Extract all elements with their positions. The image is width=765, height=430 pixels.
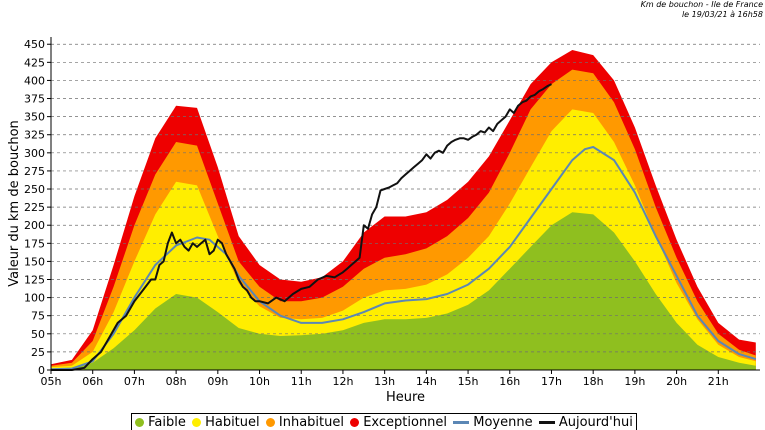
x-tick-label: 10h <box>249 375 270 388</box>
y-tick-label: 350 <box>24 111 45 124</box>
y-tick-label: 0 <box>38 364 45 377</box>
legend-swatch-aujourdhui <box>538 420 555 424</box>
y-tick-label: 275 <box>24 165 45 178</box>
y-tick-label: 300 <box>24 147 45 160</box>
legend-swatch-exceptionnel <box>350 417 360 427</box>
x-tick-label: 05h <box>41 375 62 388</box>
y-tick-label: 100 <box>24 292 45 305</box>
legend-label-inhabituel: Inhabituel <box>278 414 344 430</box>
stamp-date: le 19/03/21 à 16h58 <box>681 10 763 19</box>
timestamp-stamp: Km de bouchon - Ile de France le 19/03/2… <box>641 0 763 20</box>
legend-item-moyenne: Moyenne <box>453 414 533 430</box>
x-tick-label: 06h <box>82 375 103 388</box>
legend-item-faible: Faible <box>135 415 186 430</box>
y-tick-label: 25 <box>31 346 45 359</box>
y-tick-label: 200 <box>24 219 45 232</box>
x-tick-label: 13h <box>374 375 395 388</box>
x-tick-label: 15h <box>458 375 479 388</box>
x-tick-label: 08h <box>166 375 187 388</box>
y-tick-label: 250 <box>24 183 45 196</box>
area-faible <box>51 212 756 370</box>
legend-item-habituel: Habituel <box>192 415 260 430</box>
y-tick-label: 225 <box>24 201 45 214</box>
x-axis-title: Heure <box>386 390 425 405</box>
series-line-aujourdhui <box>51 83 552 371</box>
x-tick-label: 16h <box>499 375 520 388</box>
legend-swatch-inhabituel <box>265 417 275 427</box>
chart-legend: Faible Habituel Inhabituel Exceptionnel … <box>131 413 637 430</box>
series-line-moyenne <box>50 146 757 371</box>
x-tick-label: 18h <box>583 375 604 388</box>
legend-swatch-moyenne <box>453 420 470 424</box>
y-axis-title: Valeur du km de bouchon <box>7 120 22 287</box>
legend-swatch-faible <box>135 417 145 427</box>
y-tick-label: 75 <box>31 310 45 323</box>
legend-label-habituel: Habituel <box>205 414 260 430</box>
y-tick-label: 425 <box>24 56 45 69</box>
x-tick-label: 17h <box>541 375 562 388</box>
stamp-title: Km de bouchon - Ile de France <box>640 0 763 9</box>
legend-label-moyenne: Moyenne <box>473 414 533 430</box>
y-tick-label: 125 <box>24 274 45 287</box>
x-tick-label: 07h <box>124 375 145 388</box>
y-tick-label: 450 <box>24 38 45 51</box>
legend-item-aujourdhui: Aujourd'hui <box>538 414 633 430</box>
x-tick-label: 19h <box>624 375 645 388</box>
x-tick-label: 12h <box>332 375 353 388</box>
y-tick-label: 50 <box>31 328 45 341</box>
y-tick-label: 325 <box>24 129 45 142</box>
legend-item-exceptionnel: Exceptionnel <box>350 415 447 430</box>
y-tick-label: 375 <box>24 93 45 106</box>
x-tick-label: 14h <box>416 375 437 388</box>
legend-label-faible: Faible <box>148 414 186 430</box>
y-tick-label: 150 <box>24 255 45 268</box>
x-tick-label: 11h <box>291 375 312 388</box>
y-tick-label: 400 <box>24 74 45 87</box>
legend-label-aujourdhui: Aujourd'hui <box>558 414 633 430</box>
x-tick-label: 09h <box>207 375 228 388</box>
legend-label-exceptionnel: Exceptionnel <box>363 414 448 430</box>
y-tick-label: 175 <box>24 237 45 250</box>
legend-swatch-habituel <box>192 417 202 427</box>
x-tick-label: 21h <box>708 375 729 388</box>
x-tick-label: 20h <box>666 375 687 388</box>
legend-item-inhabituel: Inhabituel <box>265 414 344 430</box>
